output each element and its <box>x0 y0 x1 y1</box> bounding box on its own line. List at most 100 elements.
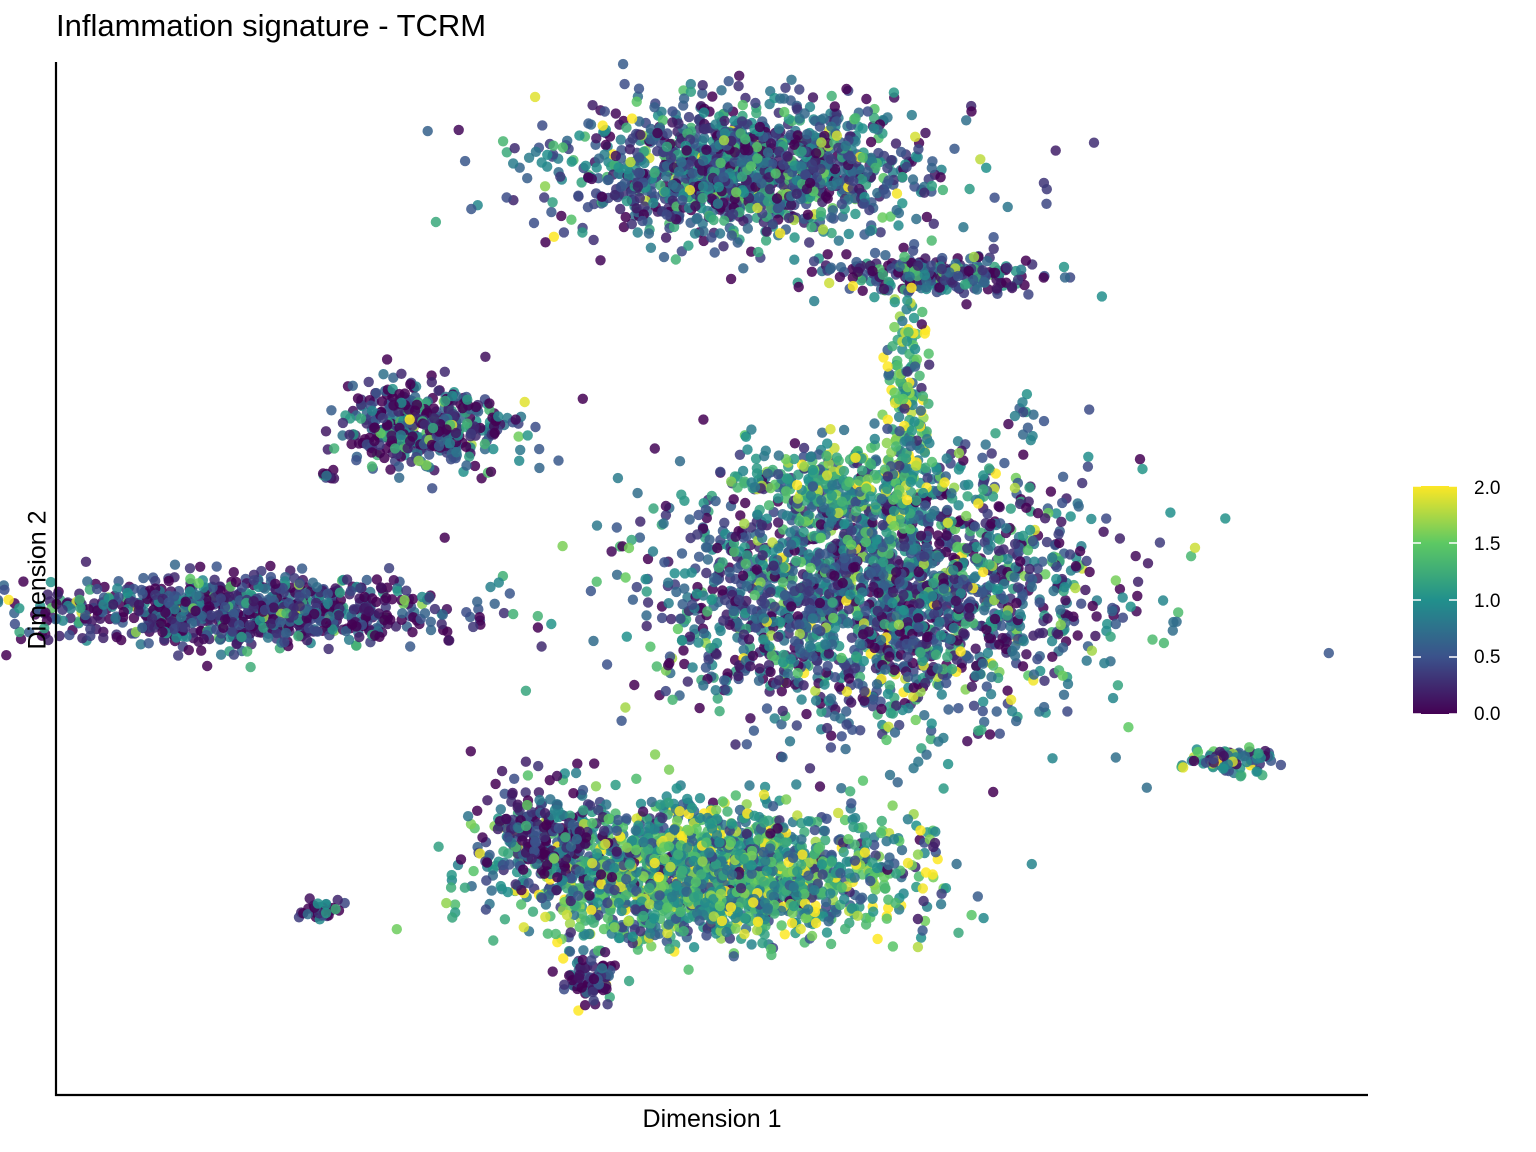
data-point <box>433 440 445 452</box>
data-point <box>735 128 746 139</box>
data-point <box>580 160 591 171</box>
data-point <box>767 159 778 170</box>
data-point <box>982 647 994 659</box>
data-point <box>523 152 535 163</box>
data-point <box>548 140 559 151</box>
data-point <box>715 466 726 477</box>
data-point <box>865 136 877 148</box>
data-point <box>873 587 884 598</box>
data-point <box>821 722 833 734</box>
data-point <box>859 695 870 706</box>
data-point <box>817 224 829 235</box>
data-point <box>752 153 763 164</box>
data-point <box>766 650 777 661</box>
data-point <box>948 622 959 634</box>
data-point <box>921 749 932 760</box>
data-point <box>707 91 718 102</box>
data-point <box>909 416 920 427</box>
data-point <box>968 274 979 286</box>
data-point <box>613 162 624 173</box>
data-point <box>984 729 996 740</box>
data-point <box>919 187 930 198</box>
data-point <box>804 763 816 774</box>
data-point <box>882 414 893 425</box>
data-point <box>858 198 870 209</box>
data-point <box>913 756 924 767</box>
data-point <box>692 529 703 540</box>
data-point <box>1051 573 1062 585</box>
data-point <box>698 680 709 691</box>
data-point <box>783 212 795 224</box>
data-point <box>789 232 800 243</box>
data-point <box>761 226 772 237</box>
data-point <box>1045 486 1057 497</box>
data-point <box>979 605 990 616</box>
data-point <box>926 235 937 246</box>
data-point <box>822 660 833 672</box>
data-point <box>730 739 741 750</box>
data-point <box>771 193 783 204</box>
data-point <box>942 517 953 528</box>
data-point <box>1081 655 1092 666</box>
data-point <box>926 162 937 174</box>
data-point <box>627 594 639 605</box>
data-point <box>773 631 784 642</box>
data-point <box>850 452 861 463</box>
data-point <box>1117 592 1128 603</box>
data-point <box>1082 461 1094 472</box>
data-point <box>836 198 847 210</box>
data-point <box>760 235 772 246</box>
data-point <box>534 443 545 455</box>
data-point <box>683 111 695 123</box>
data-point <box>826 490 838 501</box>
data-point <box>977 452 988 463</box>
data-point <box>661 209 672 220</box>
data-point <box>824 277 835 289</box>
data-point <box>777 752 788 763</box>
data-point <box>848 562 859 573</box>
data-point <box>868 694 879 705</box>
data-point <box>961 299 972 310</box>
data-point <box>950 595 962 607</box>
data-point <box>856 173 868 185</box>
data-point <box>829 570 840 581</box>
data-point <box>752 509 763 520</box>
data-point <box>837 577 848 589</box>
data-point <box>857 465 868 476</box>
data-point <box>759 598 770 609</box>
data-point <box>796 161 807 172</box>
data-point <box>891 489 903 500</box>
data-point <box>588 234 599 246</box>
data-point <box>993 501 1004 512</box>
data-point <box>376 396 388 407</box>
data-point <box>377 412 388 424</box>
data-point <box>968 251 980 263</box>
data-point <box>758 613 770 624</box>
data-point <box>1 650 12 661</box>
data-point <box>986 671 997 683</box>
data-point <box>847 280 859 292</box>
data-point <box>641 586 652 597</box>
data-point <box>840 140 851 152</box>
data-point <box>727 208 739 220</box>
data-point <box>899 251 910 262</box>
data-point <box>610 108 621 119</box>
data-point <box>811 573 822 584</box>
data-point <box>703 654 714 665</box>
data-point <box>807 464 819 476</box>
data-point <box>980 439 991 450</box>
data-point <box>586 173 597 185</box>
data-point <box>880 664 891 675</box>
data-point <box>704 534 715 545</box>
data-point <box>862 106 873 117</box>
data-point <box>321 470 332 481</box>
data-point <box>745 571 756 582</box>
data-point <box>894 576 905 588</box>
data-point <box>959 279 971 290</box>
data-point <box>740 497 751 509</box>
data-point <box>453 124 464 136</box>
data-point <box>825 262 837 273</box>
data-point <box>988 660 999 671</box>
data-point <box>779 590 791 601</box>
data-point <box>885 211 896 222</box>
